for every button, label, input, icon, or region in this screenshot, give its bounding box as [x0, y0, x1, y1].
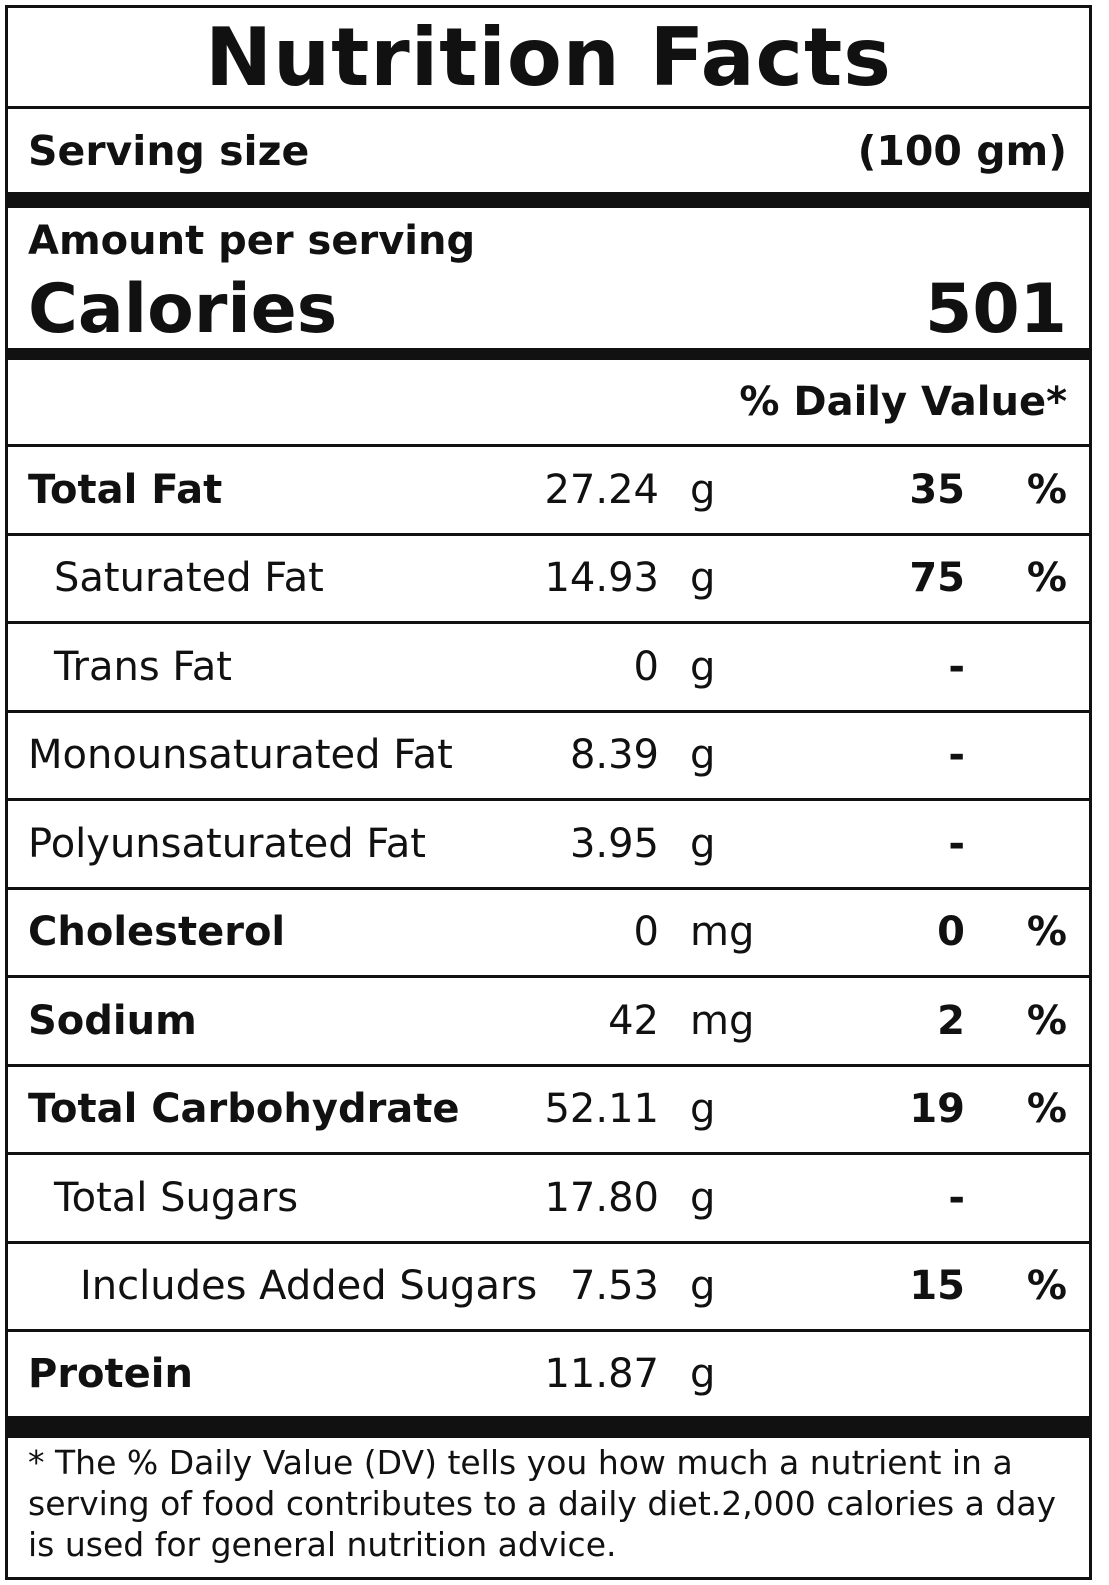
nutrient-daily-value: -: [948, 1174, 965, 1221]
nutrient-amount: 52.11: [544, 1086, 659, 1133]
nutrient-amount: 11.87: [544, 1351, 659, 1397]
label-title: Nutrition Facts: [8, 8, 1089, 109]
nutrient-daily-value: 35: [909, 466, 965, 513]
nutrient-name: Cholesterol: [28, 909, 286, 956]
nutrient-row: Monounsaturated Fat 8.39 g -: [8, 713, 1089, 801]
nutrient-percent-sign: %: [1026, 555, 1067, 602]
nutrient-unit: mg: [690, 909, 755, 956]
nutrient-percent-sign: %: [1026, 1263, 1067, 1310]
nutrient-name: Trans Fat: [54, 643, 232, 690]
nutrient-unit: g: [690, 820, 716, 867]
nutrient-name: Monounsaturated Fat: [28, 732, 453, 779]
nutrient-unit: g: [690, 732, 716, 779]
nutrient-table: Total Fat 27.24 g 35% Saturated Fat 14.93 g 75%…: [8, 447, 1089, 1416]
calories-block: Amount per serving Calories 501: [8, 208, 1089, 349]
nutrient-unit: g: [690, 1351, 716, 1397]
amount-per-serving-label: Amount per serving: [28, 218, 476, 264]
nutrient-daily-value: 0: [937, 909, 965, 956]
nutrient-unit: g: [690, 555, 716, 602]
nutrient-name: Total Fat: [28, 466, 223, 513]
nutrient-daily-value: -: [948, 820, 965, 867]
nutrient-amount: 0: [633, 643, 659, 690]
nutrient-daily-value: -: [948, 643, 965, 690]
nutrient-unit: g: [690, 466, 716, 513]
nutrient-row: Trans Fat 0 g -: [8, 624, 1089, 713]
nutrient-unit: g: [690, 1086, 716, 1133]
medium-divider: [8, 348, 1089, 360]
nutrient-percent-sign: %: [1026, 909, 1067, 956]
nutrient-row: Total Fat 27.24 g 35%: [8, 447, 1089, 536]
nutrient-daily-value: 75: [909, 555, 965, 602]
nutrient-amount: 17.80: [544, 1174, 659, 1221]
nutrient-percent-sign: %: [1026, 997, 1067, 1044]
nutrient-row: Total Carbohydrate 52.11 g 19%: [8, 1067, 1089, 1155]
nutrient-amount: 3.95: [569, 820, 659, 867]
footnote: * The % Daily Value (DV) tells you how m…: [28, 1443, 1057, 1564]
nutrient-amount: 27.24: [544, 466, 659, 513]
nutrient-row: Includes Added Sugars 7.53 g 15%: [8, 1244, 1089, 1332]
nutrient-row: Cholesterol 0 mg 0%: [8, 890, 1089, 978]
nutrient-name: Saturated Fat: [54, 555, 324, 602]
serving-size-row: Serving size (100 gm): [8, 109, 1089, 192]
daily-value-header: % Daily Value*: [8, 360, 1089, 447]
nutrient-row: Polyunsaturated Fat 3.95 g -: [8, 801, 1089, 890]
nutrient-name: Includes Added Sugars: [80, 1263, 538, 1310]
nutrient-row: Total Sugars 17.80 g -: [8, 1155, 1089, 1244]
nutrient-daily-value: 2: [937, 997, 965, 1044]
nutrient-unit: g: [690, 1174, 716, 1221]
nutrient-name: Total Sugars: [54, 1174, 299, 1221]
nutrient-amount: 7.53: [569, 1263, 659, 1310]
nutrient-unit: g: [690, 1263, 716, 1310]
serving-size-value: (100 gm): [857, 126, 1067, 175]
nutrient-name: Protein: [28, 1351, 193, 1397]
nutrient-row: Sodium 42 mg 2%: [8, 978, 1089, 1067]
nutrient-amount: 42: [608, 997, 659, 1044]
nutrient-name: Polyunsaturated Fat: [28, 820, 426, 867]
nutrient-amount: 0: [633, 909, 659, 956]
nutrient-percent-sign: %: [1026, 466, 1067, 513]
nutrient-row: Protein 11.87 g: [8, 1332, 1089, 1416]
nutrient-percent-sign: %: [1026, 1086, 1067, 1133]
nutrient-daily-value: -: [948, 732, 965, 779]
nutrient-amount: 14.93: [544, 555, 659, 602]
nutrient-daily-value: 15: [909, 1263, 965, 1310]
nutrient-unit: mg: [690, 997, 755, 1044]
calories-value: 501: [925, 270, 1067, 349]
calories-label: Calories: [28, 270, 338, 349]
nutrient-name: Sodium: [28, 997, 197, 1044]
nutrition-facts-label: Nutrition Facts Serving size (100 gm) Am…: [5, 5, 1092, 1580]
nutrient-name: Total Carbohydrate: [28, 1086, 460, 1133]
serving-size-label: Serving size: [28, 126, 310, 175]
nutrient-row: Saturated Fat 14.93 g 75%: [8, 536, 1089, 624]
nutrient-unit: g: [690, 643, 716, 690]
thick-divider: [8, 192, 1089, 208]
bottom-divider: [8, 1416, 1089, 1438]
nutrient-daily-value: 19: [909, 1086, 965, 1133]
nutrient-amount: 8.39: [569, 732, 659, 779]
